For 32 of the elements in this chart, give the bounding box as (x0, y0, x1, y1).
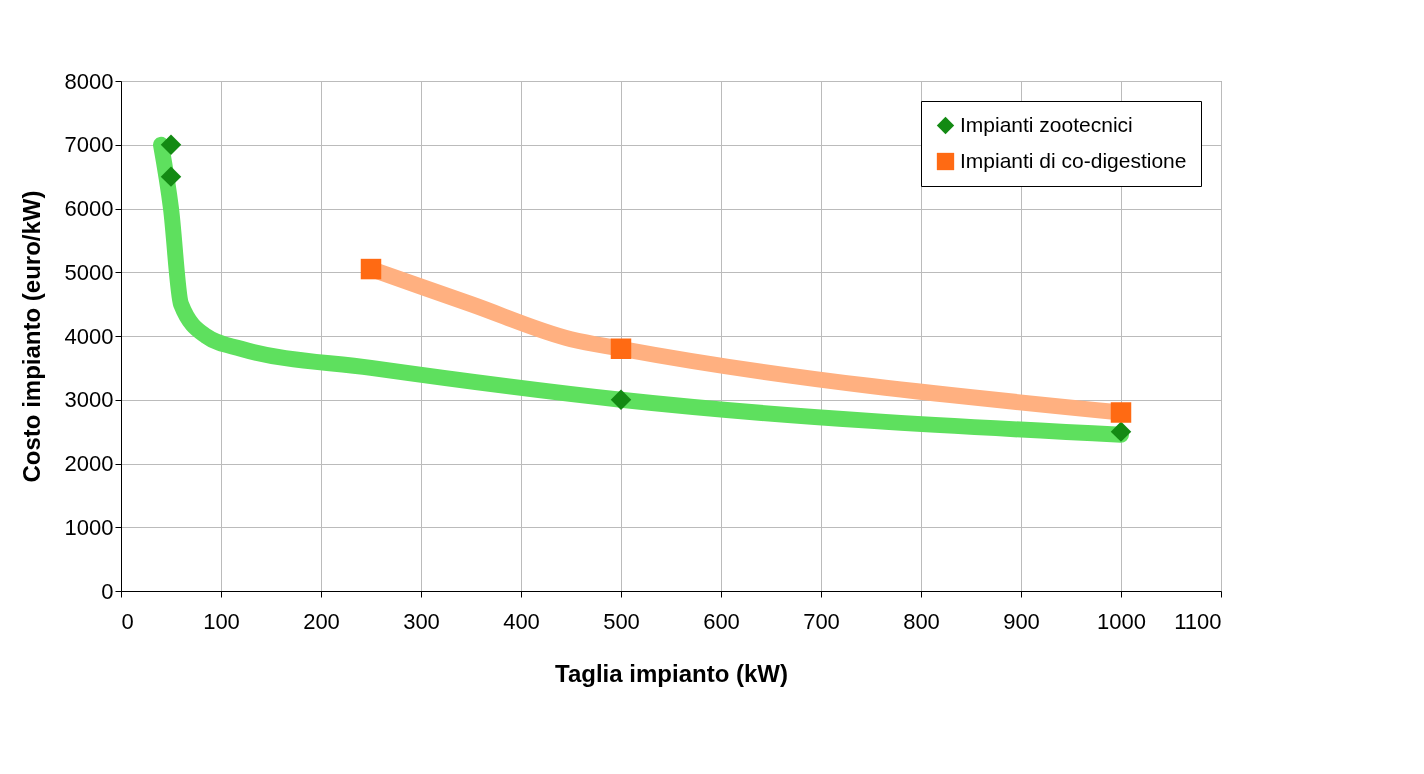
x-tick-label: 300 (403, 608, 440, 634)
y-tick-label: 1000 (64, 514, 114, 540)
x-tick-label: 900 (1003, 608, 1040, 634)
point (1110, 402, 1132, 423)
y-tick-label: 7000 (64, 132, 114, 158)
x-axis-title: Taglia impianto (kW) (555, 659, 788, 687)
legend-label: Impianti zootecnici (960, 112, 1133, 136)
x-tick-label: 400 (503, 608, 540, 634)
x-tick-label: 200 (303, 608, 340, 634)
point (1110, 421, 1132, 442)
point (610, 338, 632, 359)
y-tick-label: 3000 (64, 387, 114, 413)
y-axis-title: Costo impianto (euro/kW) (17, 190, 45, 483)
point (360, 258, 382, 280)
point (610, 389, 632, 410)
y-tick-label: 8000 (64, 68, 114, 94)
y-tick-label: 2000 (64, 451, 114, 476)
x-tick-label: 1000 (1097, 608, 1146, 634)
legend-label: Impianti di co-digestione (960, 148, 1187, 172)
x-tick-label: 600 (703, 608, 740, 634)
y-tick-label: 0 (101, 578, 114, 604)
x-tick-label: 500 (603, 608, 640, 634)
x-tick-label: 1100 (1174, 608, 1222, 634)
x-tick-label: 700 (803, 608, 840, 634)
x-tick-label: 100 (203, 608, 240, 634)
point (160, 134, 182, 155)
point (160, 166, 182, 187)
y-tick-label: 4000 (64, 323, 114, 349)
y-tick-label: 5000 (64, 259, 114, 285)
x-tick-label: 800 (903, 608, 940, 634)
x-tick-label: 0 (121, 608, 134, 634)
y-tick-label: 6000 (64, 196, 114, 221)
